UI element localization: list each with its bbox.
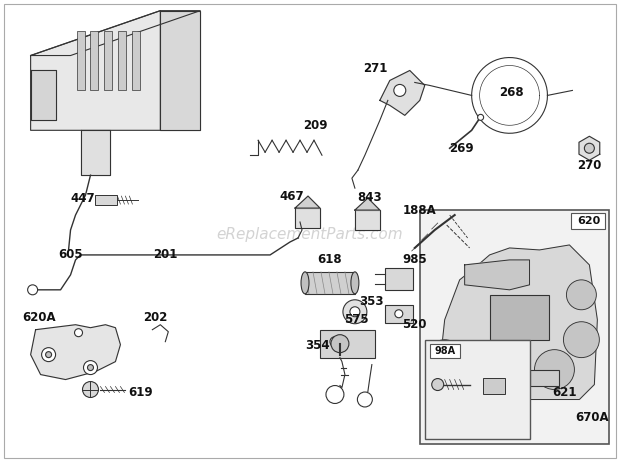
Text: 188A: 188A xyxy=(403,204,436,217)
Text: 985: 985 xyxy=(402,254,427,267)
Text: eReplacementParts.com: eReplacementParts.com xyxy=(216,227,404,243)
Text: 354: 354 xyxy=(306,339,330,352)
Ellipse shape xyxy=(585,143,595,153)
Bar xyxy=(425,340,529,439)
Bar xyxy=(529,370,559,385)
Text: 618: 618 xyxy=(317,254,342,267)
Polygon shape xyxy=(30,325,120,380)
Bar xyxy=(91,30,99,91)
Ellipse shape xyxy=(477,115,484,120)
Bar xyxy=(420,210,609,444)
Ellipse shape xyxy=(324,331,346,353)
Ellipse shape xyxy=(301,272,309,294)
Polygon shape xyxy=(295,208,320,228)
Bar xyxy=(572,213,605,229)
Bar xyxy=(76,30,84,91)
Bar xyxy=(482,377,505,394)
Text: 670A: 670A xyxy=(575,411,609,424)
Bar xyxy=(133,30,140,91)
Text: 619: 619 xyxy=(128,386,153,399)
Text: 270: 270 xyxy=(577,159,601,172)
Ellipse shape xyxy=(28,285,38,295)
Text: 605: 605 xyxy=(58,249,83,261)
Ellipse shape xyxy=(430,340,459,370)
Polygon shape xyxy=(30,71,56,120)
Ellipse shape xyxy=(84,361,97,375)
Bar xyxy=(95,195,117,205)
Bar xyxy=(305,272,355,294)
Text: 467: 467 xyxy=(280,189,304,203)
Ellipse shape xyxy=(534,350,574,389)
Bar xyxy=(104,30,112,91)
Polygon shape xyxy=(30,11,200,55)
Text: 269: 269 xyxy=(450,142,474,155)
Ellipse shape xyxy=(46,352,51,358)
Ellipse shape xyxy=(87,365,94,371)
Ellipse shape xyxy=(564,322,600,358)
Text: 575: 575 xyxy=(343,313,368,326)
Ellipse shape xyxy=(351,272,359,294)
Text: 620: 620 xyxy=(577,216,600,226)
Text: 98A: 98A xyxy=(434,346,455,356)
Ellipse shape xyxy=(395,310,403,318)
Bar xyxy=(320,330,375,358)
Text: 620A: 620A xyxy=(22,311,55,324)
Polygon shape xyxy=(355,198,380,210)
Text: 520: 520 xyxy=(402,318,427,331)
Text: 621: 621 xyxy=(552,386,577,399)
Bar xyxy=(385,305,413,323)
Bar xyxy=(385,268,413,290)
Polygon shape xyxy=(380,71,425,116)
Polygon shape xyxy=(579,136,600,160)
Text: 268: 268 xyxy=(499,86,524,99)
Ellipse shape xyxy=(432,378,444,390)
Polygon shape xyxy=(295,196,320,208)
Polygon shape xyxy=(30,11,161,130)
Polygon shape xyxy=(438,245,597,400)
Ellipse shape xyxy=(394,85,405,97)
Bar xyxy=(118,30,126,91)
Ellipse shape xyxy=(74,328,82,337)
Text: 202: 202 xyxy=(143,311,167,324)
Text: 353: 353 xyxy=(360,295,384,308)
Polygon shape xyxy=(355,210,380,230)
Ellipse shape xyxy=(331,334,349,353)
Polygon shape xyxy=(464,260,529,290)
Ellipse shape xyxy=(82,382,99,397)
Ellipse shape xyxy=(350,307,360,317)
Ellipse shape xyxy=(330,337,340,346)
Polygon shape xyxy=(81,130,110,175)
Text: 447: 447 xyxy=(70,192,95,205)
Text: 201: 201 xyxy=(153,249,177,261)
Bar xyxy=(490,295,549,340)
Bar xyxy=(430,344,459,358)
Ellipse shape xyxy=(343,300,367,324)
Text: 843: 843 xyxy=(358,191,382,204)
Ellipse shape xyxy=(42,347,56,362)
Text: 209: 209 xyxy=(303,119,327,132)
Ellipse shape xyxy=(567,280,596,310)
Text: 271: 271 xyxy=(363,62,387,75)
Polygon shape xyxy=(161,11,200,130)
